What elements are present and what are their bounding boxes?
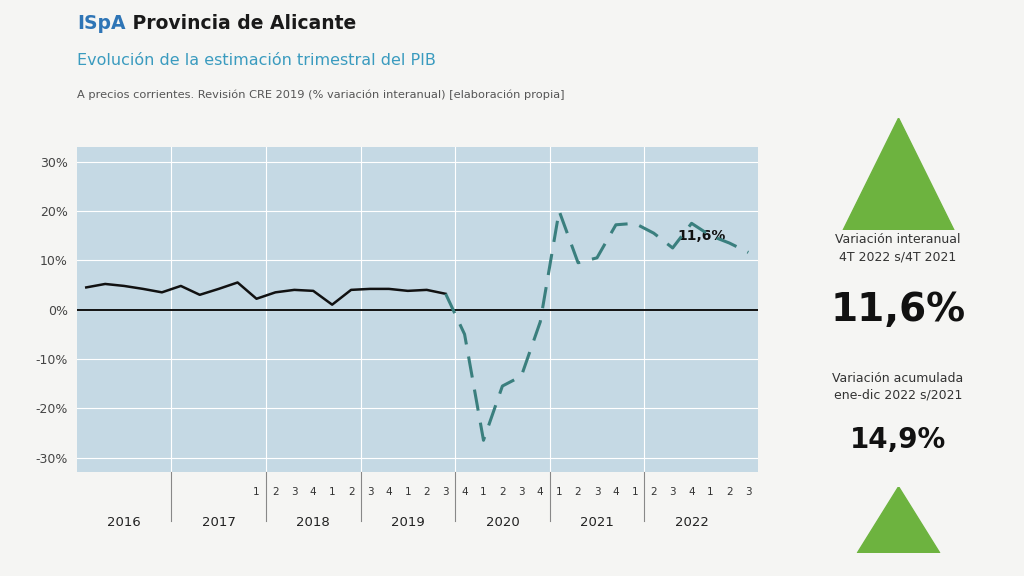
Text: 2: 2 xyxy=(650,487,657,497)
Text: 4: 4 xyxy=(386,487,392,497)
Text: Evolución de la estimación trimestral del PIB: Evolución de la estimación trimestral de… xyxy=(77,53,435,68)
Text: 4: 4 xyxy=(461,487,468,497)
Text: 2: 2 xyxy=(499,487,506,497)
Text: 2: 2 xyxy=(348,487,354,497)
Text: 4: 4 xyxy=(537,487,544,497)
Text: 3: 3 xyxy=(291,487,298,497)
Text: 2: 2 xyxy=(726,487,733,497)
Text: 11,6%: 11,6% xyxy=(677,229,726,242)
Text: 4: 4 xyxy=(310,487,316,497)
Text: 2: 2 xyxy=(272,487,279,497)
Text: 2018: 2018 xyxy=(296,516,330,529)
Text: 1: 1 xyxy=(556,487,562,497)
Text: 3: 3 xyxy=(367,487,374,497)
Text: 1: 1 xyxy=(632,487,638,497)
Text: 3: 3 xyxy=(442,487,449,497)
Text: 1: 1 xyxy=(329,487,336,497)
Text: 2021: 2021 xyxy=(580,516,614,529)
Text: 3: 3 xyxy=(594,487,600,497)
Text: 2017: 2017 xyxy=(202,516,236,529)
Text: 2016: 2016 xyxy=(108,516,141,529)
Text: 2022: 2022 xyxy=(675,516,709,529)
Text: 1: 1 xyxy=(480,487,486,497)
Text: 1: 1 xyxy=(708,487,714,497)
Text: 2: 2 xyxy=(574,487,582,497)
Text: 14,9%: 14,9% xyxy=(850,426,946,454)
Polygon shape xyxy=(843,118,954,230)
Text: 3: 3 xyxy=(745,487,752,497)
Text: 1: 1 xyxy=(253,487,260,497)
Text: 4: 4 xyxy=(612,487,620,497)
Text: A precios corrientes. Revisión CRE 2019 (% variación interanual) [elaboración pr: A precios corrientes. Revisión CRE 2019 … xyxy=(77,89,564,100)
Polygon shape xyxy=(857,487,940,553)
Text: 2020: 2020 xyxy=(485,516,519,529)
Text: 3: 3 xyxy=(670,487,676,497)
Text: 4: 4 xyxy=(688,487,695,497)
Text: 2019: 2019 xyxy=(391,516,425,529)
Text: Variación interanual
4T 2022 s/4T 2021: Variación interanual 4T 2022 s/4T 2021 xyxy=(836,233,961,263)
Text: Provincia de Alicante: Provincia de Alicante xyxy=(126,14,356,33)
Text: 3: 3 xyxy=(518,487,524,497)
Text: 2: 2 xyxy=(424,487,430,497)
Text: Variación acumulada
ene-dic 2022 s/2021: Variación acumulada ene-dic 2022 s/2021 xyxy=(833,372,964,401)
Text: ISpA: ISpA xyxy=(77,14,125,33)
Text: 1: 1 xyxy=(404,487,411,497)
Text: 11,6%: 11,6% xyxy=(830,291,966,329)
